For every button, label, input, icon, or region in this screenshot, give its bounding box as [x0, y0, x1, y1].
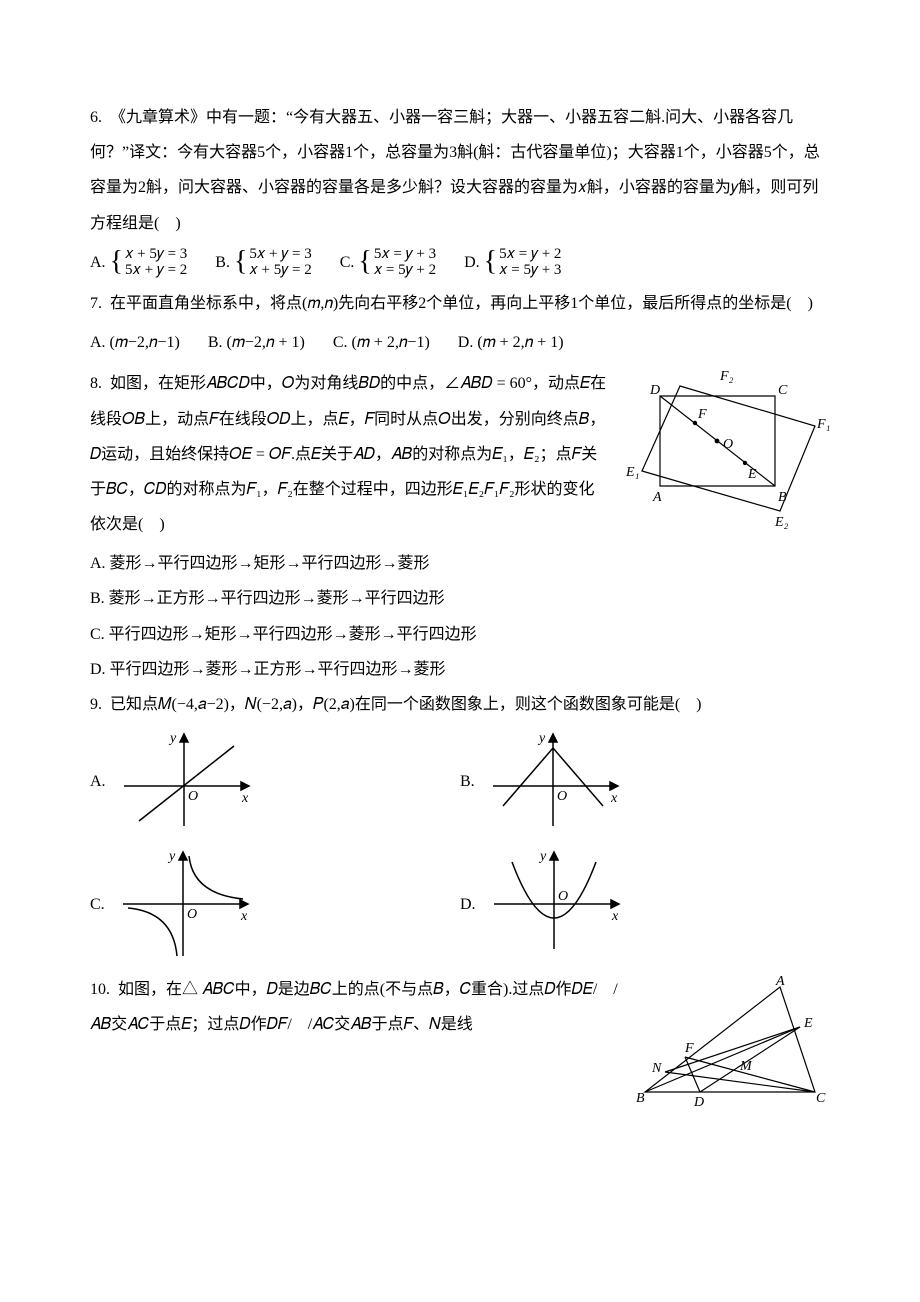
- question-9: 9. 已知点𝑀(−4,𝑎−2)，𝑁(−2,𝑎)，𝑃(2,𝑎)在同一个函数图象上，…: [90, 687, 830, 722]
- q6-text: 《九章算术》中有一题：“今有大器五、小器一容三斛；大器一、小器五容二斛.问大、小…: [90, 109, 820, 232]
- question-10-row: 10. 如图，在△ 𝐴𝐵𝐶中，𝐷是边𝐵𝐶上的点(不与点𝐵，𝐶重合).过点𝐷作𝐷𝐸…: [90, 972, 830, 1112]
- question-8: 8. 如图，在矩形𝐴𝐵𝐶𝐷中，𝑂为对角线𝐵𝐷的中点，∠𝐴𝐵𝐷 = 60°，动点𝐸…: [90, 366, 610, 542]
- q9-opt-b-label: B.: [460, 764, 475, 799]
- q7-opt-a[interactable]: A. (𝑚−2,𝑛−1): [90, 325, 180, 360]
- triangle-diagram-icon: A B C D E F N M: [630, 972, 830, 1112]
- q6-a-row2: 5𝑥 + 𝑦 = 2: [125, 262, 187, 279]
- q6-b-row2: 𝑥 + 5𝑦 = 2: [249, 262, 311, 279]
- t-label-A: A: [775, 974, 785, 989]
- axis-x: x: [610, 791, 618, 806]
- t-label-D: D: [693, 1095, 704, 1110]
- linear-graph-icon: O x y: [114, 726, 264, 836]
- axis-x: x: [241, 791, 249, 806]
- q6-opt-c-label: C.: [340, 245, 355, 280]
- parallelogram-diagram-icon: A B C D O E F E₁ E₂ F₁ F₂: [620, 366, 830, 541]
- q9-opt-b[interactable]: B. O x y: [460, 726, 830, 836]
- label-C: C: [778, 383, 788, 398]
- q6-opt-b[interactable]: B. {5𝑥 + 𝑦 = 3𝑥 + 5𝑦 = 2: [215, 245, 311, 280]
- axis-O: O: [557, 789, 567, 804]
- t-label-N: N: [651, 1061, 662, 1076]
- label-B: B: [778, 490, 787, 505]
- brace-system-icon: {5𝑥 = 𝑦 + 2𝑥 = 5𝑦 + 3: [484, 246, 562, 279]
- question-10: 10. 如图，在△ 𝐴𝐵𝐶中，𝐷是边𝐵𝐶上的点(不与点𝐵，𝐶重合).过点𝐷作𝐷𝐸…: [90, 972, 620, 1042]
- q10-number: 10.: [90, 981, 110, 998]
- q9-opt-a-label: A.: [90, 764, 106, 799]
- axis-O: O: [187, 907, 197, 922]
- axis-x: x: [611, 909, 619, 924]
- brace-system-icon: {𝑥 + 5𝑦 = 35𝑥 + 𝑦 = 2: [110, 246, 188, 279]
- q6-opt-c[interactable]: C. {5𝑥 = 𝑦 + 3𝑥 = 5𝑦 + 2: [340, 245, 436, 280]
- q7-opt-d[interactable]: D. (𝑚 + 2,𝑛 + 1): [458, 325, 564, 360]
- q6-opt-d-label: D.: [464, 245, 480, 280]
- q8-opt-b[interactable]: B. 菱形→正方形→平行四边形→菱形→平行四边形: [90, 581, 830, 616]
- t-label-F: F: [684, 1041, 694, 1056]
- q7-number: 7.: [90, 295, 102, 312]
- q6-c-row1: 5𝑥 = 𝑦 + 3: [374, 246, 436, 263]
- q8-text: 如图，在矩形𝐴𝐵𝐶𝐷中，𝑂为对角线𝐵𝐷的中点，∠𝐴𝐵𝐷 = 60°，动点𝐸在线段…: [90, 375, 606, 533]
- q10-figure: A B C D E F N M: [630, 972, 830, 1112]
- hyperbola-graph-icon: O x y: [113, 844, 263, 964]
- label-F: F: [697, 407, 707, 422]
- q7-text: 在平面直角坐标系中，将点(𝑚,𝑛)先向右平移2个单位，再向上平移1个单位，最后所…: [110, 295, 813, 312]
- label-E1: E₁: [625, 465, 639, 480]
- q6-d-row2: 𝑥 = 5𝑦 + 3: [499, 262, 561, 279]
- axis-x: x: [240, 909, 248, 924]
- q7-choices: A. (𝑚−2,𝑛−1) B. (𝑚−2,𝑛 + 1) C. (𝑚 + 2,𝑛−…: [90, 325, 830, 360]
- q6-opt-b-label: B.: [215, 245, 230, 280]
- q6-number: 6.: [90, 109, 102, 126]
- q6-opt-d[interactable]: D. {5𝑥 = 𝑦 + 2𝑥 = 5𝑦 + 3: [464, 245, 561, 280]
- parabola-graph-icon: O x y: [484, 844, 634, 964]
- question-8-row: 8. 如图，在矩形𝐴𝐵𝐶𝐷中，𝑂为对角线𝐵𝐷的中点，∠𝐴𝐵𝐷 = 60°，动点𝐸…: [90, 366, 830, 546]
- question-6: 6. 《九章算术》中有一题：“今有大器五、小器一容三斛；大器一、小器五容二斛.问…: [90, 100, 830, 241]
- q6-opt-a-label: A.: [90, 245, 106, 280]
- brace-system-icon: {5𝑥 + 𝑦 = 3𝑥 + 5𝑦 = 2: [234, 246, 312, 279]
- q9-opt-a[interactable]: A. O x y: [90, 726, 460, 836]
- q9-opt-d-label: D.: [460, 887, 476, 922]
- q9-text: 已知点𝑀(−4,𝑎−2)，𝑁(−2,𝑎)，𝑃(2,𝑎)在同一个函数图象上，则这个…: [110, 696, 701, 713]
- q10-text: 如图，在△ 𝐴𝐵𝐶中，𝐷是边𝐵𝐶上的点(不与点𝐵，𝐶重合).过点𝐷作𝐷𝐸/ /𝐴…: [90, 981, 618, 1033]
- q6-choices: A. {𝑥 + 5𝑦 = 35𝑥 + 𝑦 = 2 B. {5𝑥 + 𝑦 = 3𝑥…: [90, 245, 830, 280]
- t-label-E: E: [803, 1016, 813, 1031]
- t-label-M: M: [739, 1059, 753, 1074]
- q9-number: 9.: [90, 696, 102, 713]
- label-D: D: [649, 383, 660, 398]
- label-F1: F₁: [816, 417, 830, 432]
- q6-b-row1: 5𝑥 + 𝑦 = 3: [249, 246, 311, 263]
- q8-opt-d[interactable]: D. 平行四边形→菱形→正方形→平行四边形→菱形: [90, 652, 830, 687]
- q8-opt-a[interactable]: A. 菱形→平行四边形→矩形→平行四边形→菱形: [90, 546, 830, 581]
- q8-choices: A. 菱形→平行四边形→矩形→平行四边形→菱形 B. 菱形→正方形→平行四边形→…: [90, 546, 830, 687]
- q8-number: 8.: [90, 375, 102, 392]
- axis-y: y: [538, 849, 547, 864]
- t-label-B: B: [636, 1091, 645, 1106]
- axis-O: O: [188, 789, 198, 804]
- label-A: A: [652, 490, 662, 505]
- q7-opt-b[interactable]: B. (𝑚−2,𝑛 + 1): [208, 325, 305, 360]
- q6-c-row2: 𝑥 = 5𝑦 + 2: [374, 262, 436, 279]
- axis-y: y: [168, 731, 177, 746]
- t-label-C: C: [816, 1091, 826, 1106]
- q9-choices: A. O x y B. O x y: [90, 726, 830, 972]
- q7-opt-c[interactable]: C. (𝑚 + 2,𝑛−1): [333, 325, 430, 360]
- q8-figure: A B C D O E F E₁ E₂ F₁ F₂: [620, 366, 830, 541]
- q6-opt-a[interactable]: A. {𝑥 + 5𝑦 = 35𝑥 + 𝑦 = 2: [90, 245, 187, 280]
- q6-a-row1: 𝑥 + 5𝑦 = 3: [125, 246, 187, 263]
- q9-opt-d[interactable]: D. O x y: [460, 844, 830, 964]
- label-E2: E₂: [774, 515, 789, 530]
- q8-opt-c[interactable]: C. 平行四边形→矩形→平行四边形→菱形→平行四边形: [90, 617, 830, 652]
- abs-graph-icon: O x y: [483, 726, 633, 836]
- label-O: O: [723, 437, 733, 452]
- axis-y: y: [537, 731, 546, 746]
- brace-system-icon: {5𝑥 = 𝑦 + 3𝑥 = 5𝑦 + 2: [358, 246, 436, 279]
- q9-opt-c[interactable]: C. O x y: [90, 844, 460, 964]
- q6-d-row1: 5𝑥 = 𝑦 + 2: [499, 246, 561, 263]
- q9-opt-c-label: C.: [90, 887, 105, 922]
- axis-O: O: [558, 889, 568, 904]
- label-F2: F₂: [719, 369, 734, 384]
- label-E: E: [747, 467, 757, 482]
- question-7: 7. 在平面直角坐标系中，将点(𝑚,𝑛)先向右平移2个单位，再向上平移1个单位，…: [90, 286, 830, 321]
- axis-y: y: [167, 849, 176, 864]
